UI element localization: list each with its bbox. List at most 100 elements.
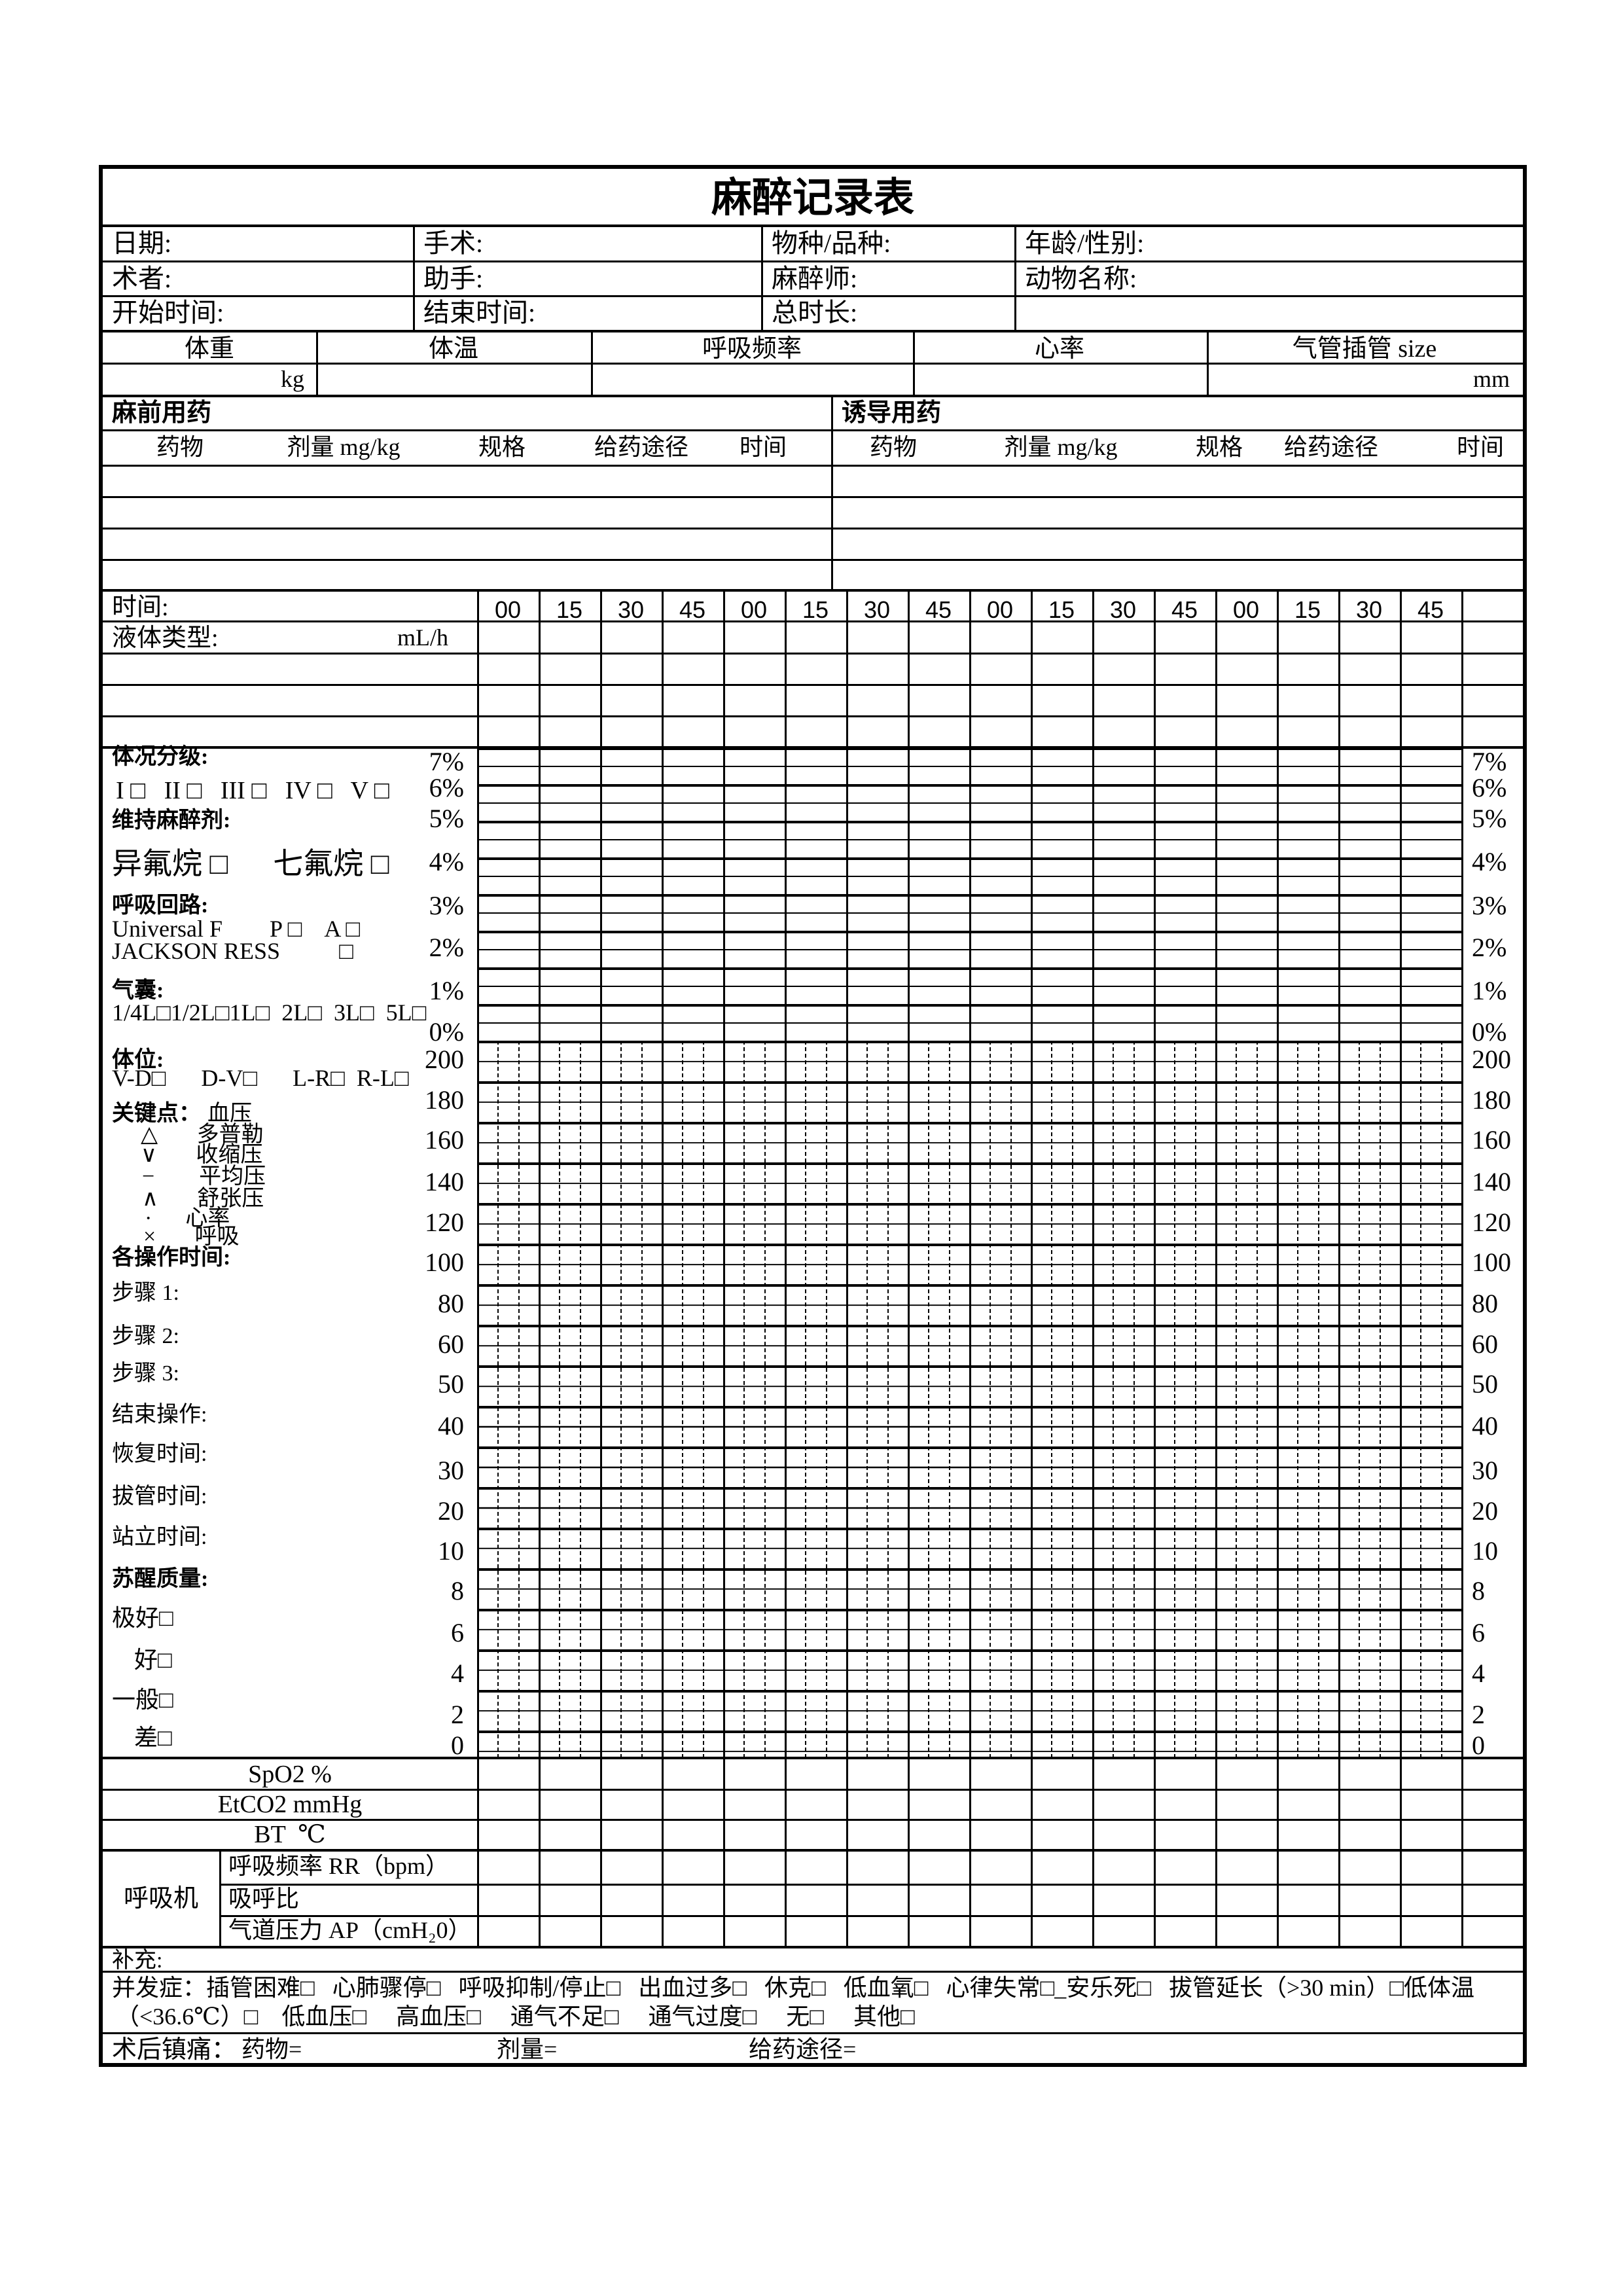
- position-options: V-D□ D-V□ L-R□ R-L□: [112, 1065, 409, 1091]
- rule: [103, 224, 1523, 227]
- weight-label: 体重: [184, 335, 235, 363]
- premed-col-dose: 剂量 mg/kg: [287, 434, 401, 460]
- pct-axis-label: 3%: [429, 891, 464, 920]
- dashed-layer: [477, 1041, 1461, 1758]
- value-axis-label-right: 8: [1472, 1576, 1485, 1605]
- rule: [761, 224, 763, 332]
- dashed-gridline: [866, 1041, 868, 1758]
- induction-col-drug: 药物: [869, 434, 918, 460]
- circuit-jackson-ress: JACKSON RESS □: [112, 938, 353, 964]
- value-axis-label: 30: [438, 1456, 464, 1485]
- dashed-gridline: [1257, 1041, 1258, 1758]
- time-tick: 00: [494, 596, 522, 623]
- ventilator-label: 呼吸机: [123, 1885, 198, 1912]
- time-tick: 00: [986, 596, 1014, 623]
- pct-axis-label-right: 2%: [1472, 933, 1507, 962]
- keypoint-systolic: ∨ 收缩压: [141, 1143, 263, 1167]
- induction-col-route: 给药途径: [1283, 434, 1379, 460]
- ventilator-ap-label: 气道压力 AP（cmH₂0）: [228, 1917, 472, 1943]
- step3-label: 步骤 3:: [112, 1361, 179, 1386]
- ventilator-ie-label: 吸呼比: [228, 1886, 300, 1912]
- pct-axis-label-right: 1%: [1472, 976, 1507, 1005]
- dashed-gridline: [682, 1041, 683, 1758]
- dashed-gridline: [703, 1041, 704, 1758]
- dashed-gridline: [990, 1041, 991, 1758]
- rule: [103, 260, 1523, 262]
- dashed-gridline: [1113, 1041, 1114, 1758]
- premed-col-drug: 药物: [156, 434, 204, 460]
- age-sex-label: 年龄/性别:: [1025, 228, 1145, 258]
- time-tick: 00: [740, 596, 768, 623]
- standing-time-label: 站立时间:: [112, 1525, 207, 1549]
- keypoints-label: 关键点：: [112, 1102, 201, 1126]
- keypoint-doppler: △ 多普勒: [141, 1122, 264, 1147]
- value-axis-label: 0: [451, 1731, 464, 1760]
- value-axis-label-right: 140: [1472, 1167, 1511, 1196]
- condition-grade-options: I □ II □ III □ IV □ V □: [116, 777, 389, 804]
- time-tick: 15: [1294, 596, 1321, 623]
- complications-line2: （<36.6℃）□ 低血压□ 高血压□ 通气不足□ 通气过度□ 无□ 其他□: [116, 2003, 915, 2030]
- start-time-label: 开始时间:: [112, 298, 224, 327]
- induction-col-dose: 剂量 mg/kg: [1004, 434, 1118, 460]
- dashed-gridline: [1236, 1041, 1237, 1758]
- keypoint-respiration: × 呼吸: [143, 1225, 240, 1249]
- premed-title: 麻前用药: [112, 399, 212, 427]
- dashed-gridline: [764, 1041, 766, 1758]
- induction-title: 诱导用药: [842, 399, 942, 427]
- weight-unit: kg: [281, 366, 304, 392]
- temperature-label: 体温: [428, 335, 479, 363]
- time-tick: 00: [1232, 596, 1260, 623]
- rule: [103, 363, 1523, 365]
- dashed-gridline: [1195, 1041, 1196, 1758]
- pct-axis-label-right: 5%: [1472, 804, 1507, 833]
- time-tick: 45: [679, 596, 706, 623]
- pct-axis-label: 4%: [429, 847, 464, 876]
- keypoint-diastolic: ∧ 舒张压: [142, 1187, 264, 1211]
- date-label: 日期:: [112, 228, 172, 258]
- respiratory-rate-label: 呼吸频率: [702, 335, 802, 363]
- value-axis-label-right: 4: [1472, 1659, 1485, 1688]
- circuit-label: 呼吸回路:: [112, 893, 209, 918]
- value-axis-label-right: 40: [1472, 1411, 1498, 1441]
- dashed-gridline: [1051, 1041, 1052, 1758]
- circuit-universal-f: Universal F P □ A □: [112, 916, 361, 942]
- recovery-quality-label: 苏醒质量:: [112, 1567, 209, 1591]
- operation-times-label: 各操作时间:: [112, 1246, 231, 1270]
- rule: [413, 224, 415, 332]
- analgesia-label: 术后镇痛：: [112, 2036, 237, 2064]
- quality-excellent: 极好□: [112, 1605, 173, 1631]
- analgesia-route-label: 给药途径=: [749, 2036, 857, 2062]
- dashed-gridline: [743, 1041, 745, 1758]
- value-axis-label: 10: [438, 1536, 464, 1566]
- time-tick: 30: [863, 596, 891, 623]
- time-row-label: 时间:: [112, 594, 169, 621]
- animal-name-label: 动物名称:: [1025, 264, 1137, 293]
- value-axis-label-right: 10: [1472, 1536, 1498, 1566]
- step1-label: 步骤 1:: [112, 1281, 179, 1305]
- value-axis-label: 160: [425, 1125, 464, 1155]
- dashed-gridline: [887, 1041, 889, 1758]
- pct-axis-label-right: 7%: [1472, 747, 1507, 776]
- rule: [316, 330, 318, 396]
- keypoint-mean: − 平均压: [142, 1164, 266, 1189]
- value-axis-label-right: 50: [1472, 1369, 1498, 1399]
- rule: [831, 395, 833, 590]
- time-tick: 15: [1048, 596, 1075, 623]
- dashed-gridline: [1072, 1041, 1073, 1758]
- premed-col-route: 给药途径: [594, 434, 689, 460]
- time-tick: 15: [802, 596, 829, 623]
- anesthesia-record-form: 麻醉记录表 日期: 手术: 物种/品种: 年龄/性别: 术者: 助手: 麻醉师:…: [99, 165, 1527, 2067]
- value-axis-label: 20: [438, 1496, 464, 1526]
- anesthetic-percent-grid: [477, 747, 1461, 1041]
- time-tick: 15: [556, 596, 583, 623]
- supplement-label: 补充:: [112, 1948, 163, 1973]
- quality-fair: 一般□: [112, 1687, 173, 1713]
- pct-axis-label: 6%: [429, 773, 464, 802]
- value-axis-label: 100: [425, 1247, 464, 1277]
- value-axis-label-right: 30: [1472, 1456, 1498, 1485]
- value-axis-label-right: 100: [1472, 1247, 1511, 1277]
- dashed-gridline: [949, 1041, 950, 1758]
- etco2-row-label: EtCO2 mmHg: [217, 1791, 363, 1818]
- pct-axis-label-right: 6%: [1472, 773, 1507, 802]
